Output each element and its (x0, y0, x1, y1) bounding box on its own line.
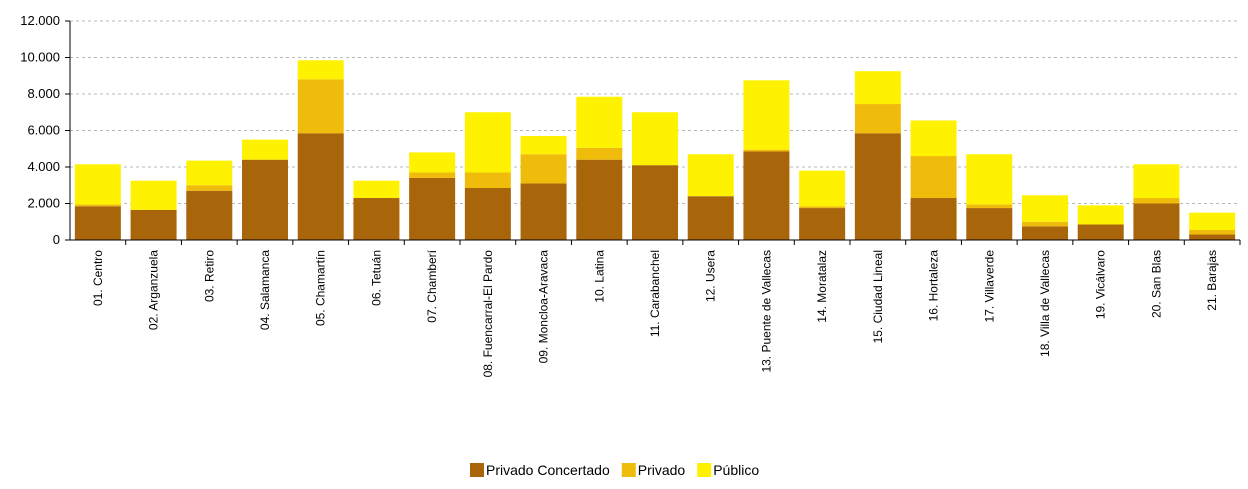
bar-segment (910, 198, 957, 240)
bar-segment (1022, 221, 1068, 227)
x-category-label: 04. Salamanca (258, 250, 272, 330)
x-category-label: 08. Fuencarral-El Pardo (481, 250, 495, 378)
bar-segment (576, 147, 623, 160)
bar-segment (297, 79, 344, 134)
bar-segment (186, 190, 233, 240)
bar-segment (966, 208, 1013, 240)
bar-segment (632, 112, 678, 166)
x-axis-category-labels: 01. Centro 02. Arganzuela 03. Retiro 04. Sa… (91, 249, 1219, 377)
bar-segment (687, 196, 734, 240)
axes (65, 20, 1241, 245)
x-category-label: 16. Hortaleza (927, 250, 941, 322)
x-category-label: 12. Usera (704, 250, 718, 302)
bar-segment (464, 112, 511, 173)
bar-segment (297, 60, 344, 80)
bar-segment (743, 149, 790, 152)
bar-segment (186, 160, 233, 186)
x-category-label: 20. San Blas (1149, 250, 1163, 318)
bar-segment (799, 208, 846, 240)
bar-segment (409, 177, 456, 240)
bar-segment (1189, 234, 1236, 240)
bar-segment (353, 180, 400, 199)
bar-segment (520, 154, 567, 184)
bar-segment (1189, 229, 1236, 235)
x-category-label: 18. Villa de Vallecas (1038, 250, 1052, 357)
bar-segment (576, 159, 623, 240)
x-category-label: 19. Vicálvaro (1094, 250, 1108, 319)
bar-segment (1022, 226, 1068, 240)
y-tick-label: 0 (53, 232, 60, 247)
legend-label: Privado (638, 462, 686, 478)
bar-segment (186, 185, 233, 191)
bar-segment (130, 180, 177, 210)
bar-segment (1189, 212, 1236, 230)
bar-segment (520, 135, 567, 155)
bar-segment (297, 133, 344, 240)
bar-segment (74, 204, 121, 207)
x-category-label: 06. Tetuán (369, 250, 383, 306)
legend-label: Público (713, 462, 759, 478)
bar-segment (966, 204, 1013, 209)
bar-segment (1133, 164, 1180, 199)
y-tick-label: 10.000 (20, 50, 60, 65)
y-tick-label: 8.000 (27, 86, 60, 101)
bar-segment (854, 104, 901, 134)
bar-segment (1133, 203, 1180, 240)
y-axis-ticks: 0 2.000 4.000 6.000 8.000 10.000 12.000 (20, 13, 60, 247)
bar-segment (74, 206, 121, 240)
bar-segment (242, 139, 288, 160)
x-category-label: 11. Carabanchel (648, 250, 662, 337)
bar-segment (464, 172, 511, 188)
bar-segment (409, 152, 456, 173)
bar-segment (1022, 195, 1068, 222)
bar-segment (130, 209, 177, 240)
x-category-label: 02. Arganzuela (147, 250, 161, 330)
bar-segment (632, 165, 678, 240)
y-tick-label: 6.000 (27, 123, 60, 138)
bar-segment (854, 71, 901, 105)
bar-segment (520, 183, 567, 240)
legend-swatch (697, 463, 712, 477)
bar-segment (799, 170, 846, 207)
y-tick-label: 12.000 (20, 13, 60, 28)
bar-segment (242, 159, 288, 240)
bar-segment (910, 156, 957, 199)
bar-segment (743, 151, 790, 240)
bar-segment (1077, 205, 1124, 225)
bar-segment (74, 164, 121, 205)
x-category-label: 07. Chamberí (425, 249, 439, 322)
bar-segment (464, 187, 511, 240)
x-category-label: 10. Latina (592, 250, 606, 303)
x-category-label: 09. Moncloa-Aravaca (537, 250, 551, 364)
x-category-label: 17. Villaverde (982, 250, 996, 323)
x-category-label: 01. Centro (91, 250, 105, 306)
x-category-label: 21. Barajas (1205, 250, 1219, 311)
bar-segment (854, 133, 901, 240)
x-category-label: 13. Puente de Vallecas (759, 250, 773, 373)
legend-label: Privado Concertado (486, 462, 610, 478)
bar-segment (1133, 198, 1180, 204)
x-category-label: 15. Ciudad Lineal (871, 250, 885, 343)
bar-segment (576, 96, 623, 148)
bar-segment (799, 206, 846, 209)
bar-segment (966, 154, 1013, 205)
bar-segment (743, 80, 790, 150)
y-tick-label: 2.000 (27, 196, 60, 211)
legend: Privado Concertado Privado Público (470, 462, 759, 478)
bar-segment (687, 154, 734, 197)
legend-swatch (621, 463, 636, 477)
x-category-label: 14. Moratalaz (815, 250, 829, 323)
bar-segment (910, 120, 957, 157)
bar-segment (353, 198, 400, 240)
bar-segment (1077, 224, 1124, 240)
bars (74, 60, 1236, 240)
x-category-label: 05. Chamartín (314, 250, 328, 326)
bar-segment (409, 172, 456, 178)
legend-swatch (470, 463, 484, 477)
y-tick-label: 4.000 (27, 159, 60, 174)
x-category-label: 03. Retiro (202, 250, 216, 302)
